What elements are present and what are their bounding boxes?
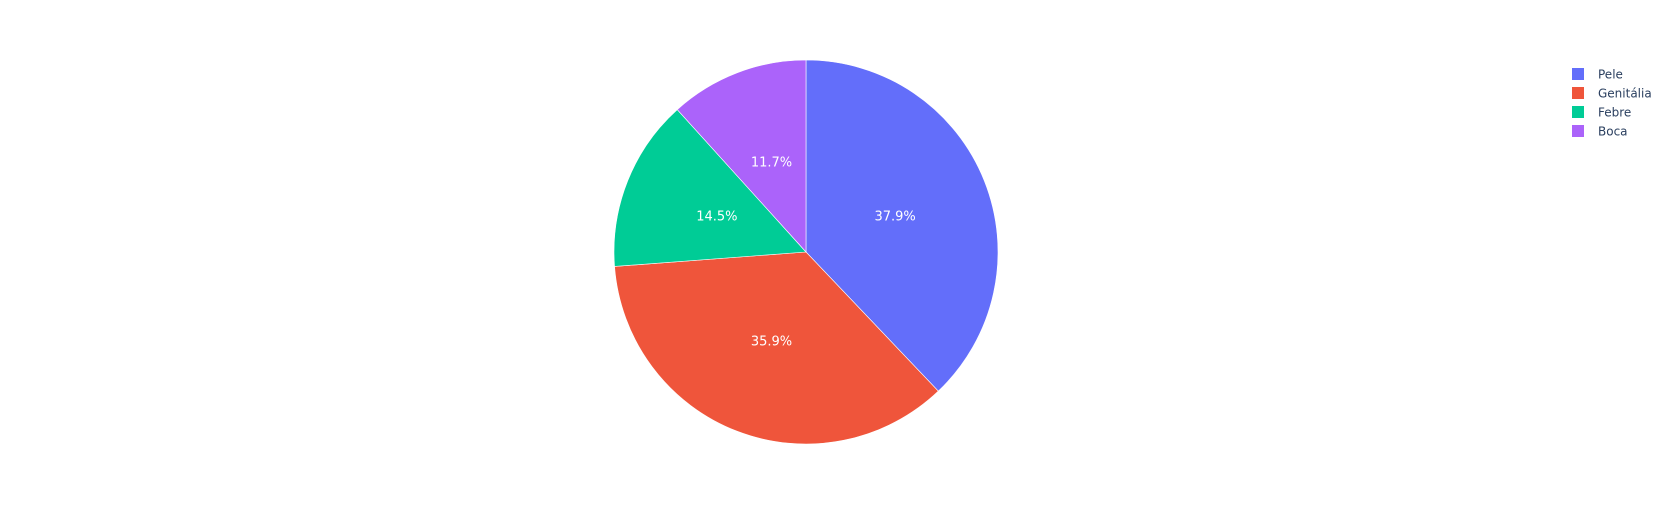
pie-slice-label-pele: 37.9% xyxy=(874,209,915,224)
legend-label-boca: Boca xyxy=(1598,125,1628,139)
pie-slice-label-boca: 11.7% xyxy=(751,155,792,170)
legend[interactable]: Pele Genitália Febre Boca xyxy=(1572,68,1652,139)
legend-swatch-genitalia xyxy=(1572,87,1584,99)
pie-slices xyxy=(613,59,999,445)
legend-item-pele[interactable]: Pele xyxy=(1572,68,1623,82)
legend-swatch-febre xyxy=(1572,106,1584,118)
pie-slice-boca[interactable] xyxy=(676,59,807,253)
legend-label-genitalia: Genitália xyxy=(1598,87,1652,101)
legend-swatch-boca xyxy=(1572,125,1584,137)
pie-slice-labels: 37.9% 35.9% 14.5% 11.7% xyxy=(696,155,916,349)
legend-label-febre: Febre xyxy=(1598,106,1631,120)
legend-item-genitalia[interactable]: Genitália xyxy=(1572,87,1652,101)
legend-item-febre[interactable]: Febre xyxy=(1572,106,1631,120)
legend-swatch-pele xyxy=(1572,68,1584,80)
pie-slice-genitalia[interactable] xyxy=(614,251,939,445)
pie-slice-febre[interactable] xyxy=(613,109,807,267)
pie-slice-label-genitalia: 35.9% xyxy=(751,335,792,350)
legend-label-pele: Pele xyxy=(1598,68,1623,82)
pie-slice-pele[interactable] xyxy=(805,59,999,392)
pie-slice-label-febre: 14.5% xyxy=(696,209,737,224)
legend-item-boca[interactable]: Boca xyxy=(1572,125,1628,139)
